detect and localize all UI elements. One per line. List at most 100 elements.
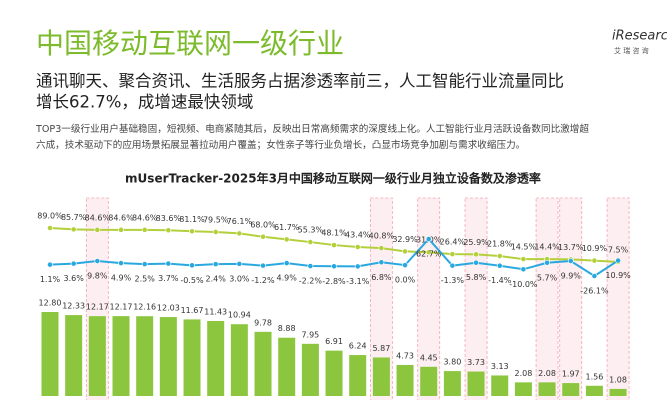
point-label: 3.0% [229, 274, 250, 283]
bar-label: 12.33 [62, 302, 85, 311]
bar [136, 316, 154, 396]
point-label: 14.4% [534, 243, 560, 252]
point [402, 248, 408, 255]
point [165, 260, 172, 267]
point-label: 3.6% [64, 274, 85, 283]
point-label: 76.1% [227, 217, 253, 226]
bar [278, 337, 296, 396]
point [449, 262, 456, 269]
point-label: 85.7% [61, 213, 87, 222]
bar-label: 8.88 [278, 324, 296, 333]
point [473, 259, 479, 266]
point [189, 228, 195, 235]
body-text: 六成，技术驱动下的应用场景拓展显著拉动用户覆盖；女性亲子等行业负增长，凸显市场竞… [36, 139, 525, 151]
bar [562, 383, 580, 396]
bar-label: 1.97 [562, 370, 580, 379]
point-label: 4.9% [111, 274, 132, 283]
point [544, 259, 550, 266]
bar [254, 331, 272, 396]
bar [230, 324, 248, 396]
subtitle: 增长62.7%，成增速最快领域 [36, 93, 253, 112]
point-label: 48.1% [321, 229, 347, 238]
point-label: 61.7% [274, 223, 300, 232]
bar [183, 319, 201, 396]
point [118, 260, 124, 266]
point [378, 259, 385, 266]
bar [207, 320, 225, 396]
bar [65, 315, 83, 396]
point-label: 55.3% [298, 226, 324, 235]
point-label: 79.5% [203, 215, 229, 224]
highlight-box [464, 197, 488, 400]
bar [301, 343, 319, 396]
point [141, 261, 148, 267]
point-label: 83.6% [156, 214, 182, 223]
point [260, 262, 266, 269]
point [47, 225, 53, 231]
highlight-box [535, 197, 559, 400]
point-label: 84.6% [85, 213, 111, 222]
point-label: 7.5% [608, 246, 629, 255]
bar-label: 2.08 [514, 369, 532, 378]
bar-label: 12.03 [157, 304, 180, 313]
point-label: 68.0% [250, 220, 276, 229]
point [47, 261, 53, 268]
point [354, 244, 361, 250]
bar-label: 1.56 [586, 372, 604, 381]
point [496, 262, 503, 269]
bar-label: 2.08 [538, 369, 556, 378]
point-label: 32.9% [392, 235, 418, 244]
point [520, 256, 527, 262]
point-label: -3.1% [346, 277, 370, 286]
point [591, 257, 598, 264]
point [260, 233, 266, 240]
subtitle: 通讯聊天、聚合资讯、生活服务占据渗透率前三，人工智能行业流量同比 [36, 72, 564, 91]
bar [538, 382, 556, 396]
point [567, 258, 574, 264]
point [189, 262, 195, 269]
bar-label: 12.17 [86, 303, 109, 312]
bar-label: 6.91 [325, 337, 343, 346]
point [283, 260, 290, 266]
point [141, 226, 148, 233]
point-label: -2.8% [322, 277, 346, 286]
point [425, 249, 432, 256]
bar [88, 316, 106, 396]
point-label: 6.8% [371, 273, 392, 282]
bar-label: 12.16 [133, 303, 156, 312]
point [496, 253, 503, 259]
point-label: 62.7% [416, 250, 442, 259]
point-label: 2.5% [135, 275, 156, 284]
point-label: 84.6% [132, 213, 158, 222]
point [331, 242, 337, 248]
point-label: 2.4% [206, 275, 227, 284]
point-label: 26.4% [440, 238, 466, 247]
point [118, 226, 124, 233]
point-label: 21.8% [487, 240, 513, 249]
bar-label: 5.87 [372, 344, 390, 353]
bar-label: 4.45 [420, 353, 438, 362]
bar [41, 312, 59, 396]
logo: iResearch [612, 29, 667, 44]
point [354, 263, 361, 270]
point [449, 251, 456, 258]
bar [514, 382, 532, 396]
bar [491, 375, 509, 396]
point-label: 4.9% [277, 274, 298, 283]
point-label: 84.6% [108, 213, 134, 222]
point-label: 40.8% [369, 232, 395, 241]
point [331, 263, 337, 270]
point [70, 260, 77, 267]
point [212, 261, 219, 268]
highlight-box [559, 197, 583, 400]
point [473, 251, 479, 258]
bar-label: 10.94 [228, 311, 251, 320]
point-label: 13.7% [558, 243, 584, 252]
point-label: 9.9% [561, 272, 582, 281]
point [212, 229, 219, 235]
bar-label: 1.08 [609, 375, 627, 384]
highlight-box [417, 197, 441, 400]
point-label: -1.2% [251, 276, 275, 285]
chart-title: mUserTracker-2025年3月中国移动互联网一级行业月独立设备数及渗透… [125, 171, 541, 186]
point-label: 1.1% [40, 275, 61, 284]
